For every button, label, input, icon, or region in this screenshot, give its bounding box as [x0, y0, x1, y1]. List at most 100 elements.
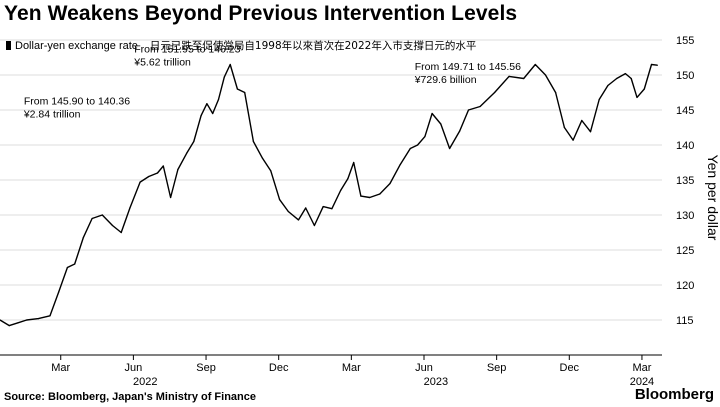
y-tick-label: 150 [676, 70, 694, 82]
data-point [229, 63, 231, 66]
data-point [200, 115, 202, 117]
data-point [37, 318, 39, 320]
data-point [91, 217, 93, 220]
y-tick-label: 115 [676, 315, 694, 327]
data-point [148, 175, 150, 178]
y-tick-label: 145 [676, 105, 694, 117]
x-tick-label: Dec [269, 362, 289, 374]
x-tick-label: Mar [51, 362, 70, 374]
data-point [169, 196, 172, 199]
y-tick-label: 135 [676, 175, 694, 187]
data-point [347, 178, 349, 180]
data-point [313, 224, 316, 227]
data-point [630, 77, 632, 80]
data-point [650, 63, 653, 66]
data-point [139, 181, 141, 183]
data-point [270, 170, 272, 172]
bloomberg-logo: Bloomberg [634, 386, 714, 403]
data-point [440, 123, 442, 125]
data-point [8, 325, 10, 327]
annotation-text: From 149.71 to 145.56 [415, 61, 521, 73]
x-tick-label: Sep [196, 362, 216, 374]
data-point [389, 182, 391, 185]
data-point [305, 207, 307, 209]
y-tick-label: 130 [676, 210, 694, 222]
annotation-text: ¥5.62 trillion [133, 57, 191, 69]
data-point [120, 231, 122, 234]
data-point [331, 208, 333, 210]
data-point [74, 263, 76, 265]
data-point [244, 91, 246, 94]
annotation-text: From 145.90 to 140.36 [24, 95, 130, 107]
data-point [448, 147, 451, 150]
data-point [58, 291, 60, 293]
legend-note: 日元已跌至促使當局自1998年以來首次在2022年入市支撐日元的水平 [149, 40, 477, 52]
y-axis-title: Yen per dollar [705, 155, 720, 241]
data-point [236, 88, 239, 90]
y-tick-label: 140 [676, 140, 694, 152]
x-tick-label: Jun [125, 362, 143, 374]
annotation-text: ¥729.6 billion [414, 74, 477, 86]
data-point [589, 131, 592, 133]
x-tick-label: Mar [342, 362, 361, 374]
data-point [66, 266, 69, 269]
data-point [252, 140, 255, 143]
x-tick-label: Dec [560, 362, 580, 374]
data-point [0, 319, 1, 321]
data-point [555, 91, 557, 94]
data-point [399, 164, 401, 166]
legend: Dollar-yen exchange rate 日元已跌至促使當局自1998年… [6, 38, 476, 53]
data-point [206, 103, 208, 105]
data-point [193, 140, 195, 143]
source-note: Source: Bloomberg, Japan's Ministry of F… [4, 391, 256, 403]
data-point [459, 130, 461, 132]
data-point [616, 77, 618, 80]
data-point [322, 206, 324, 208]
legend-label: Dollar-yen exchange rate [15, 39, 138, 52]
data-point [636, 96, 638, 98]
annotation-text: From 151.95 to 146.23 [134, 44, 240, 56]
data-point [417, 144, 419, 146]
x-tick-label: Sep [487, 362, 507, 374]
data-point [369, 196, 371, 199]
data-point [544, 74, 547, 76]
data-point [278, 199, 281, 201]
data-point [656, 64, 658, 66]
data-point [185, 152, 188, 154]
data-point [287, 210, 289, 213]
annotation-text: ¥2.84 trillion [23, 108, 81, 120]
data-point [212, 112, 214, 115]
y-tick-label: 155 [676, 35, 694, 47]
data-point [49, 315, 51, 317]
year-label: 2022 [133, 376, 157, 388]
data-point [424, 136, 426, 138]
chart-title: Yen Weakens Beyond Previous Intervention… [4, 2, 518, 25]
data-point [467, 109, 470, 111]
year-label: 2023 [424, 376, 448, 388]
legend-swatch [6, 41, 11, 50]
data-point [129, 207, 131, 209]
year-label: 2024 [630, 376, 654, 388]
data-point [339, 189, 342, 192]
data-point [26, 319, 28, 321]
data-point [624, 73, 626, 75]
data-point [101, 214, 103, 216]
data-point [572, 139, 574, 141]
data-point [494, 91, 496, 94]
data-point [431, 112, 433, 115]
data-point [360, 195, 362, 197]
data-point [643, 88, 645, 90]
x-tick-label: Mar [632, 362, 651, 374]
data-point [17, 322, 19, 324]
data-point [82, 236, 85, 238]
data-point [523, 77, 525, 80]
data-point [563, 126, 565, 129]
data-point [508, 75, 510, 77]
data-point [598, 98, 600, 101]
data-point [607, 84, 609, 87]
data-point [156, 172, 159, 174]
data-point [379, 193, 381, 195]
data-point [297, 219, 300, 221]
data-point [217, 98, 220, 101]
